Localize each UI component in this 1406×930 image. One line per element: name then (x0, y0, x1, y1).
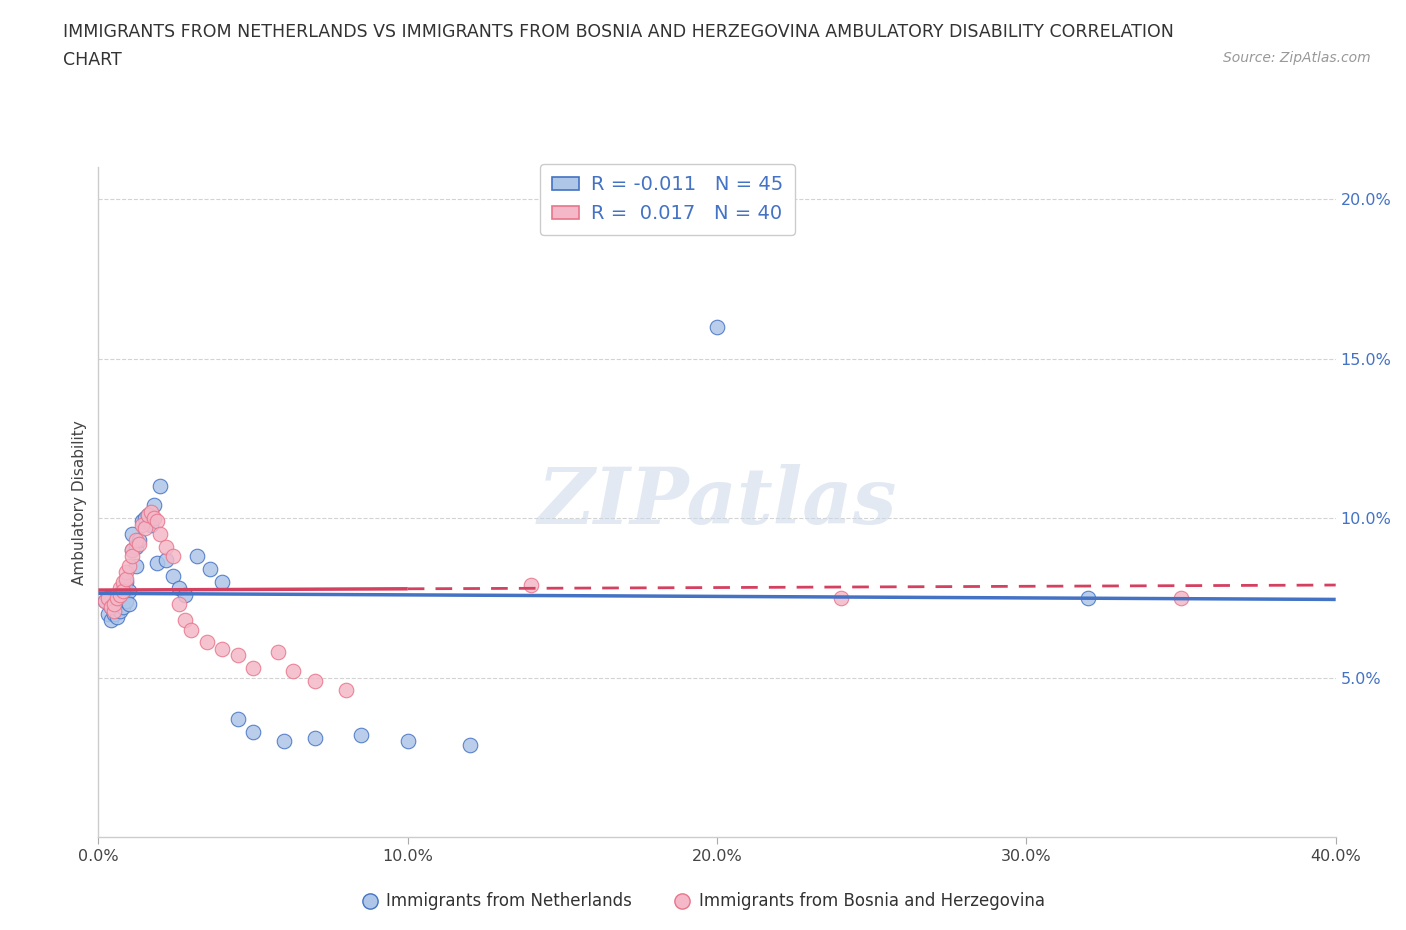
Point (520, 578, 543, 592)
Point (143, 511, 166, 525)
Point (118, 559, 141, 574)
Point (121, 549, 143, 564)
Text: Source: ZipAtlas.com: Source: ZipAtlas.com (1223, 51, 1371, 65)
Point (112, 581, 135, 596)
Point (112, 575, 135, 590)
Point (103, 597, 125, 612)
Point (146, 514, 169, 529)
Point (124, 533, 146, 548)
Point (131, 514, 153, 529)
Point (146, 555, 169, 570)
Point (167, 581, 190, 596)
Point (108, 587, 131, 602)
Point (105, 591, 128, 605)
Legend: R = -0.011   N = 45, R =  0.017   N = 40: R = -0.011 N = 45, R = 0.017 N = 40 (540, 164, 794, 234)
Point (112, 600, 135, 615)
Point (105, 591, 128, 605)
Point (226, 648, 249, 663)
Point (93, 593, 115, 608)
Point (115, 571, 138, 586)
Point (242, 660, 264, 675)
Point (458, 737, 481, 752)
Point (304, 731, 326, 746)
Y-axis label: Ambulatory Disability: Ambulatory Disability (72, 419, 87, 585)
Point (304, 673, 326, 688)
Point (97, 591, 120, 605)
Point (118, 597, 141, 612)
Point (162, 568, 184, 583)
Point (121, 542, 143, 557)
Point (136, 508, 159, 523)
Point (226, 711, 249, 726)
Point (180, 622, 202, 637)
Text: ZIPatlas: ZIPatlas (537, 464, 897, 540)
Point (131, 517, 153, 532)
Point (211, 575, 233, 590)
Point (118, 584, 141, 599)
Point (350, 727, 373, 742)
Point (830, 591, 852, 605)
Point (198, 562, 221, 577)
Point (149, 526, 172, 541)
Point (211, 642, 233, 657)
Text: CHART: CHART (63, 51, 122, 69)
Point (105, 609, 128, 624)
Point (1170, 591, 1192, 605)
Point (162, 549, 184, 564)
Point (121, 526, 143, 541)
Point (396, 734, 419, 749)
Point (103, 606, 125, 621)
Point (112, 584, 135, 599)
Point (1077, 591, 1099, 605)
Point (186, 549, 208, 564)
Point (143, 498, 166, 512)
Point (97, 606, 120, 621)
Text: IMMIGRANTS FROM NETHERLANDS VS IMMIGRANTS FROM BOSNIA AND HERZEGOVINA AMBULATORY: IMMIGRANTS FROM NETHERLANDS VS IMMIGRANT… (63, 23, 1174, 41)
Point (108, 581, 131, 596)
Point (124, 539, 146, 554)
Point (149, 479, 172, 494)
Point (100, 613, 122, 628)
Point (174, 613, 197, 628)
Point (136, 508, 159, 523)
Point (267, 644, 290, 659)
Point (155, 552, 177, 567)
Point (100, 600, 122, 615)
Point (706, 319, 728, 334)
Point (115, 565, 138, 579)
Point (108, 604, 131, 618)
Point (97, 591, 120, 605)
Point (335, 683, 357, 698)
Point (174, 587, 197, 602)
Point (128, 533, 150, 548)
Legend: Immigrants from Netherlands, Immigrants from Bosnia and Herzegovina: Immigrants from Netherlands, Immigrants … (354, 885, 1052, 917)
Point (134, 511, 156, 525)
Point (139, 517, 162, 532)
Point (124, 559, 146, 574)
Point (115, 593, 138, 608)
Point (139, 504, 162, 519)
Point (103, 604, 125, 618)
Point (128, 537, 150, 551)
Point (242, 724, 264, 739)
Point (283, 664, 305, 679)
Point (273, 734, 295, 749)
Point (195, 635, 218, 650)
Point (115, 575, 138, 590)
Point (93, 593, 115, 608)
Point (155, 539, 177, 554)
Point (100, 600, 122, 615)
Point (108, 587, 131, 602)
Point (103, 597, 125, 612)
Point (121, 542, 143, 557)
Point (167, 597, 190, 612)
Point (134, 520, 156, 535)
